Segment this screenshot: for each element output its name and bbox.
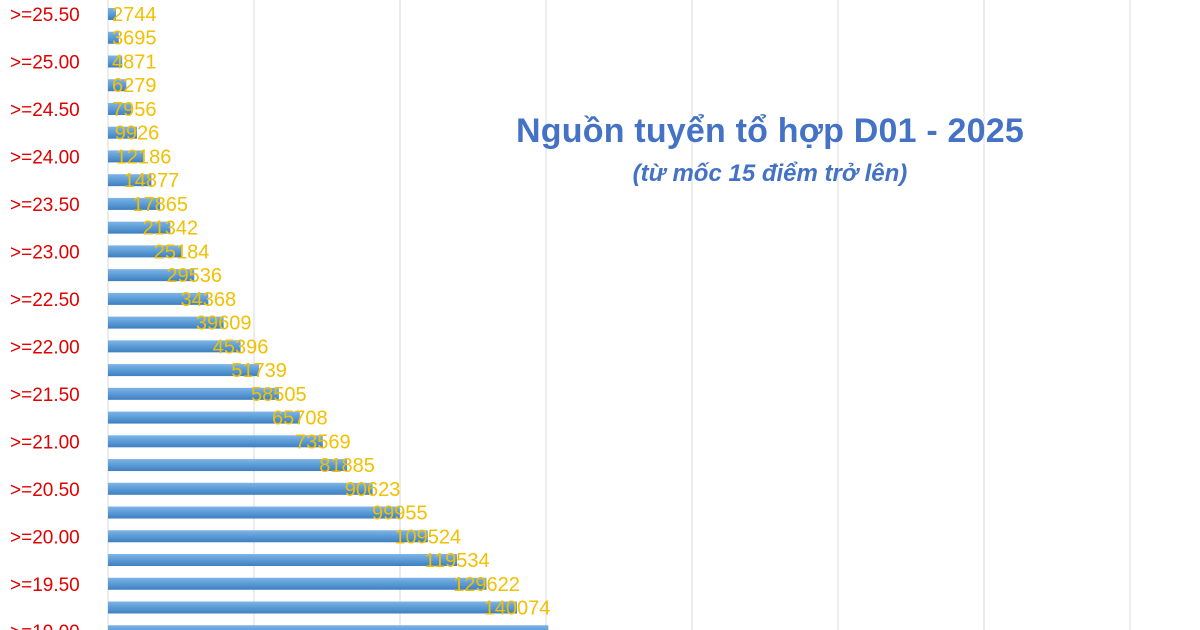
bar	[108, 150, 144, 163]
category-label: >=23.50	[10, 195, 80, 216]
data-labels: 2744369548716279795699261218614877178652…	[112, 4, 550, 620]
data-label: 21342	[143, 218, 199, 240]
data-label: 25184	[154, 241, 210, 263]
data-label: 17865	[132, 194, 188, 216]
bar	[108, 577, 487, 590]
category-label: >=24.50	[10, 100, 80, 121]
bar	[108, 482, 373, 495]
category-label: >=25.00	[10, 52, 80, 73]
category-label: >=21.00	[10, 432, 80, 453]
bar	[108, 8, 117, 20]
data-label: 4871	[112, 51, 157, 73]
data-label: 109524	[394, 526, 461, 548]
category-label: >=25.50	[10, 5, 80, 26]
chart-subtitle: (từ mốc 15 điểm trở lên)	[632, 160, 908, 187]
category-label: >=24.00	[10, 147, 80, 168]
data-label: 3695	[112, 28, 157, 50]
bar	[108, 625, 549, 630]
bar	[108, 221, 171, 234]
data-label: 99955	[372, 503, 428, 525]
bar	[108, 102, 132, 115]
data-label: 2744	[112, 4, 157, 26]
data-label: 81885	[319, 455, 375, 477]
bar	[108, 79, 127, 92]
bar	[108, 340, 241, 353]
bars	[108, 8, 549, 630]
bar	[108, 435, 323, 448]
data-label: 129622	[453, 574, 520, 596]
bar	[108, 411, 300, 424]
bar	[108, 601, 518, 614]
data-label: 119534	[424, 550, 489, 572]
data-label: 29536	[166, 265, 222, 287]
bar	[108, 364, 260, 377]
bar	[108, 31, 119, 44]
bar	[108, 55, 123, 68]
gridlines	[107, 0, 1131, 630]
data-label: 90623	[345, 479, 401, 501]
bar	[108, 387, 279, 400]
bar	[108, 245, 182, 258]
data-label: 140074	[484, 598, 551, 620]
category-label: >=22.00	[10, 337, 80, 358]
bar	[108, 316, 224, 329]
bar	[108, 269, 195, 282]
data-label: 34368	[181, 289, 237, 311]
data-label: 73569	[295, 431, 351, 453]
category-label: >=22.50	[10, 290, 80, 311]
data-label: 14877	[124, 170, 180, 192]
chart-title: Nguồn tuyển tổ hợp D01 - 2025	[516, 112, 1024, 150]
bar	[108, 554, 458, 567]
bar	[108, 506, 400, 519]
category-label: >=23.00	[10, 242, 80, 263]
category-axis-labels: >=25.50 >=25.00 >=24.50 >=24.00 >=23.50 >=23.…	[10, 5, 80, 630]
bar	[108, 530, 428, 543]
data-label: 65708	[272, 408, 328, 430]
bar	[108, 174, 152, 187]
category-label: >=19.00	[10, 622, 80, 630]
data-label: 7956	[112, 99, 157, 121]
bar	[108, 197, 161, 210]
category-label: >=20.00	[10, 527, 80, 548]
data-label: 6279	[112, 75, 157, 97]
category-label: >=21.50	[10, 385, 80, 406]
data-label: 58505	[251, 384, 307, 406]
data-label: 45396	[213, 336, 269, 358]
data-label: 39609	[196, 313, 252, 335]
category-label: >=20.50	[10, 480, 80, 501]
bar	[108, 459, 348, 472]
bar	[108, 126, 137, 139]
data-label: 12186	[116, 146, 172, 168]
data-label: 9926	[115, 123, 160, 145]
data-label: 51739	[231, 360, 287, 382]
bar	[108, 292, 209, 305]
category-label: >=19.50	[10, 575, 80, 596]
